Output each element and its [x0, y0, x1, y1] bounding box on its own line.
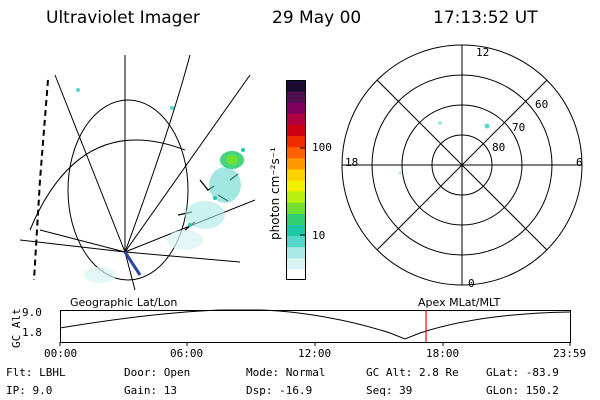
mode-readout: Mode: Normal — [246, 366, 326, 379]
x-tick-0600: 06:00 — [170, 347, 204, 360]
meridian-3 — [124, 54, 191, 253]
dsp-readout: Dsp: -16.9 — [246, 384, 313, 397]
mlt-label-18: 18 — [345, 156, 359, 169]
colorbar-band — [286, 235, 306, 248]
colorbar-band — [286, 157, 306, 170]
glon-readout: GLon: 150.2 — [486, 384, 559, 397]
gain-readout: Gain: 13 — [124, 384, 177, 397]
colorbar-band — [286, 124, 306, 137]
aurora-spot — [438, 121, 442, 125]
polar-plot — [341, 44, 583, 286]
glat-readout: GLat: -83.9 — [486, 366, 559, 379]
colorbar-band — [286, 191, 306, 203]
colorbar-band — [286, 135, 306, 148]
mlt-label-12: 12 — [476, 46, 490, 59]
x-tick-2359: 23:59 — [553, 347, 587, 360]
timeline-ticks — [59, 342, 571, 346]
seq-readout: Seq: 39 — [366, 384, 413, 397]
lat-circle — [29, 139, 186, 231]
globe-limb — [67, 99, 189, 281]
lat-label-60: 60 — [535, 98, 549, 111]
meridian-6 — [39, 229, 126, 253]
x-tick-1800: 18:00 — [426, 347, 460, 360]
colorbar-band — [286, 257, 306, 270]
colorbar-gradient — [286, 80, 306, 281]
meridian-1 — [54, 74, 126, 253]
coastline-west — [33, 79, 49, 281]
colorbar-band — [286, 224, 306, 237]
x-tick-1200: 12:00 — [298, 347, 332, 360]
mlt-label-6: 6 — [576, 156, 583, 169]
apex-label: Apex MLat/MLT — [418, 296, 501, 309]
gc-alt-readout: GC Alt: 2.8 Re — [366, 366, 459, 379]
sun-vector — [123, 251, 142, 276]
time-label: 17:13:52 UT — [433, 8, 538, 28]
x-tick-0000: 00:00 — [44, 347, 78, 360]
meridian-4 — [124, 74, 251, 253]
aurora-emission — [76, 88, 245, 283]
mlt-label-0: 0 — [468, 277, 475, 290]
colorbar-label-10: 10 — [312, 229, 326, 242]
mlt-line-9-21 — [376, 79, 548, 251]
colorbar-band — [286, 202, 306, 214]
date-label: 29 May 00 — [272, 8, 362, 28]
aurora-spot — [398, 171, 402, 175]
lat-label-70: 70 — [512, 121, 526, 134]
ip-readout: IP: 9.0 — [6, 384, 53, 397]
colorbar-band — [286, 213, 306, 225]
filter-readout: Flt: LBHL — [6, 366, 66, 379]
colorbar-band — [286, 91, 306, 103]
lat-label-80: 80 — [492, 141, 506, 154]
altitude-curve — [59, 309, 571, 340]
colorbar-band — [286, 246, 306, 259]
instrument-title: Ultraviolet Imager — [46, 8, 200, 28]
colorbar-label-100: 100 — [312, 141, 332, 154]
colorbar-band — [286, 180, 306, 192]
colorbar-band — [286, 80, 306, 92]
y-tick-max: 9.0 — [22, 306, 42, 319]
colorbar-band — [286, 102, 306, 114]
colorbar-band — [286, 113, 306, 125]
colorbar — [286, 80, 306, 281]
aurora-spot — [484, 123, 490, 129]
meridian-7 — [124, 251, 136, 290]
colorbar-band — [286, 268, 306, 281]
geographic-label: Geographic Lat/Lon — [70, 296, 178, 309]
colorbar-band — [286, 168, 306, 181]
colorbar-band — [286, 146, 306, 159]
door-readout: Door: Open — [124, 366, 191, 379]
y-tick-min: 1.8 — [22, 326, 42, 339]
